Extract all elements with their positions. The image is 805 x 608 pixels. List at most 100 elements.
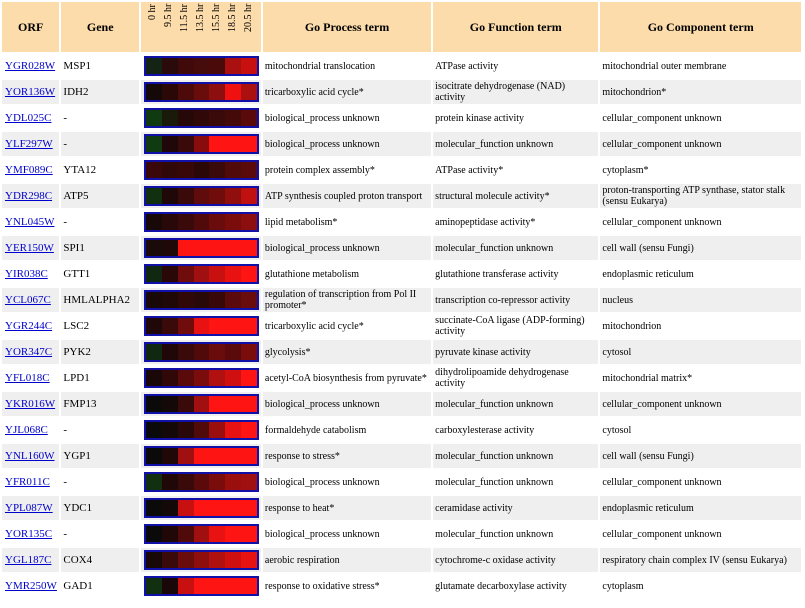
expression-heatmap [144,472,259,492]
heatmap-swatch [193,240,210,256]
orf-link[interactable]: YMR250W [5,579,57,592]
orf-link[interactable]: YNL045W [5,215,55,228]
go-process-cell: glutathione metabolism [262,262,432,286]
orf-link[interactable]: YDL025C [5,111,52,124]
orf-link[interactable]: YNL160W [5,449,55,462]
go-process-cell: regulation of transcription from Pol II … [262,288,432,312]
go-process-cell: response to oxidative stress* [262,574,432,598]
gene-cell: YGP1 [61,444,139,468]
expression-heatmap [144,82,259,102]
orf-link[interactable]: YGR028W [5,59,56,72]
table-row: YGR028W MSP1 mitochondrial translocation AT… [2,54,801,78]
go-function-cell: isocitrate dehydrogenase (NAD) activity [433,80,599,104]
expression-heatmap-cell [141,548,261,572]
heatmap-swatch [225,500,242,516]
go-component-cell: cytoplasm [600,574,801,598]
expression-heatmap [144,342,259,362]
heatmap-swatch [225,240,242,256]
expression-heatmap [144,576,259,596]
timepoint-label: 18.5 hr [226,4,238,33]
go-function-cell: transcription co-repressor activity [433,288,599,312]
heatmap-swatch [177,84,194,100]
orf-link[interactable]: YKR016W [5,397,56,410]
orf-link[interactable]: YPL087W [5,501,53,514]
heatmap-swatch [146,162,162,178]
heatmap-swatch [225,136,242,152]
timepoint-label: 0 hr [146,4,158,20]
heatmap-swatch [209,552,226,568]
heatmap-swatch [241,84,258,100]
table-row: YOR135C - biological_process unknown molecu… [2,522,801,546]
go-function-cell: ATPase activity [433,54,599,78]
gene-cell: - [61,522,139,546]
orf-link[interactable]: YOR136W [5,85,56,98]
go-component-cell: cytoplasm* [600,158,801,182]
orf-link[interactable]: YIR038C [5,267,48,280]
header-go-process: Go Process term [262,2,432,52]
go-process-cell: biological_process unknown [262,392,432,416]
heatmap-swatch [161,292,178,308]
table-row: YNL160W YGP1 response to stress* molecular_… [2,444,801,468]
go-component-cell: mitochondrial matrix* [600,366,801,390]
orf-cell: YMR250W [2,574,60,598]
heatmap-swatch [209,448,226,464]
orf-link[interactable]: YDR298C [5,189,53,202]
heatmap-swatch [241,578,258,594]
heatmap-swatch [177,136,194,152]
heatmap-swatch [146,448,162,464]
expression-heatmap-cell [141,288,261,312]
go-component-cell: cell wall (sensu Fungi) [600,444,801,468]
orf-link[interactable]: YER150W [5,241,54,254]
orf-link[interactable]: YOR347C [5,345,53,358]
timepoint-label: 15.5 hr [210,4,222,33]
orf-link[interactable]: YFL018C [5,371,50,384]
expression-heatmap-cell [141,314,261,338]
heatmap-swatch [193,370,210,386]
gene-cell: GAD1 [61,574,139,598]
heatmap-swatch [161,162,178,178]
heatmap-swatch [241,162,258,178]
expression-heatmap-cell [141,522,261,546]
orf-link[interactable]: YFR011C [5,475,50,488]
heatmap-swatch [161,396,178,412]
go-component-cell: endoplasmic reticulum [600,496,801,520]
timepoint-label: 13.5 hr [194,4,206,33]
heatmap-swatch [209,474,226,490]
gene-cell: - [61,418,139,442]
orf-link[interactable]: YCL067C [5,293,51,306]
heatmap-swatch [193,110,210,126]
heatmap-swatch [161,500,178,516]
orf-link[interactable]: YGR244C [5,319,53,332]
table-row: YCL067C HMLALPHA2 regulation of transcript… [2,288,801,312]
heatmap-swatch [193,214,210,230]
orf-link[interactable]: YJL068C [5,423,48,436]
go-process-cell: ATP synthesis coupled proton transport [262,184,432,208]
header-timepoints: 0 hr 9.5 hr 11.5 hr 13.5 hr 15.5 hr 18.5 hr 20… [141,2,261,52]
go-component-cell: cellular_component unknown [600,210,801,234]
heatmap-swatch [177,110,194,126]
heatmap-swatch [177,292,194,308]
orf-link[interactable]: YLF297W [5,137,53,150]
gene-cell: COX4 [61,548,139,572]
heatmap-swatch [241,214,258,230]
go-component-cell: nucleus [600,288,801,312]
heatmap-swatch [161,578,178,594]
heatmap-swatch [193,474,210,490]
header-row: ORF Gene 0 hr 9.5 hr 11.5 hr 13.5 hr 15.5 hr… [2,2,801,52]
heatmap-swatch [177,500,194,516]
heatmap-swatch [146,266,162,282]
heatmap-swatch [241,370,258,386]
heatmap-swatch [225,214,242,230]
orf-link[interactable]: YGL187C [5,553,52,566]
table-row: YIR038C GTT1 glutathione metabolism glutath… [2,262,801,286]
heatmap-swatch [161,474,178,490]
heatmap-swatch [146,58,162,74]
heatmap-swatch [193,84,210,100]
expression-heatmap [144,238,259,258]
orf-link[interactable]: YMF089C [5,163,53,176]
heatmap-swatch [209,396,226,412]
heatmap-swatch [209,214,226,230]
go-function-cell: ATPase activity* [433,158,599,182]
orf-link[interactable]: YOR135C [5,527,53,540]
heatmap-swatch [241,422,258,438]
